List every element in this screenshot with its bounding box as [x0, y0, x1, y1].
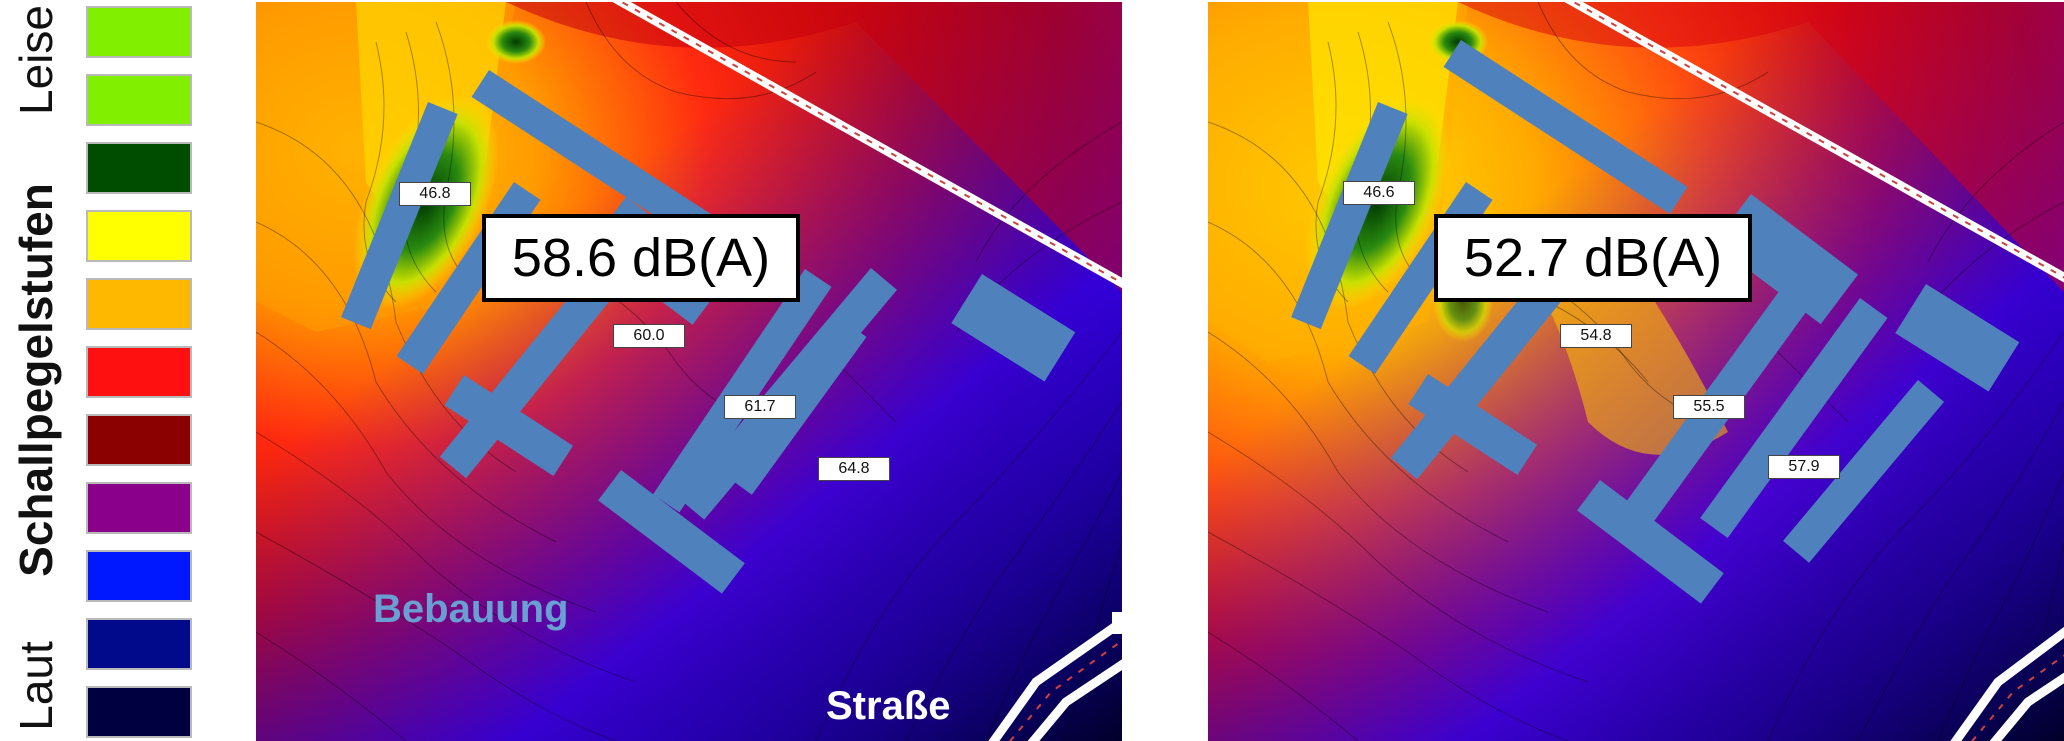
building	[678, 267, 898, 520]
legend-label-loud: Laut	[10, 640, 62, 731]
legend-swatch	[86, 142, 192, 194]
noise-map-improved: 52.7 dB(A) 46.6 54.8 55.5 57.9	[1208, 2, 2064, 741]
noise-contour-graphic	[1208, 2, 2064, 741]
building	[444, 375, 574, 476]
legend-swatch	[86, 550, 192, 602]
legend-swatch	[86, 6, 192, 58]
building	[1443, 39, 1688, 214]
legend-title: Schallpegelstufen	[10, 183, 62, 577]
building	[1577, 479, 1724, 604]
building	[652, 269, 832, 513]
measurement-point-label: 60.0	[613, 324, 685, 348]
measurement-point-label: 46.6	[1343, 181, 1415, 205]
building	[1408, 374, 1538, 475]
legend-swatch	[86, 346, 192, 398]
noise-level-value: 52.7 dB(A)	[1434, 214, 1752, 302]
street-annotation: Straße	[826, 684, 951, 728]
legend-swatch	[86, 278, 192, 330]
measurement-point-label: 61.7	[724, 395, 796, 419]
building	[471, 70, 716, 244]
noise-level-value: 58.6 dB(A)	[482, 214, 800, 302]
measurement-point-label: 46.8	[399, 182, 471, 206]
measurement-point-label: 64.8	[818, 457, 890, 481]
building	[1895, 284, 2020, 392]
noise-map-current: 58.6 dB(A) 46.8 60.0 61.7 64.8 Bebauung …	[256, 2, 1122, 741]
building	[598, 470, 745, 594]
legend-swatch	[86, 618, 192, 670]
building	[1291, 102, 1408, 330]
building	[1783, 380, 1945, 563]
legend-swatch	[86, 686, 192, 738]
legend-swatch	[86, 482, 192, 534]
measurement-point-label: 55.5	[1673, 395, 1745, 419]
measurement-point-label: 57.9	[1768, 455, 1840, 479]
legend: Leise Schallpegelstufen Laut	[0, 0, 200, 741]
building	[951, 274, 1076, 382]
building	[1700, 298, 1888, 539]
legend-swatch	[86, 414, 192, 466]
legend-swatch	[86, 210, 192, 262]
legend-swatch	[86, 74, 192, 126]
building	[341, 102, 458, 330]
buildings-annotation: Bebauung	[373, 587, 569, 631]
measurement-point-label: 54.8	[1560, 324, 1632, 348]
legend-label-quiet: Leise	[10, 5, 62, 115]
